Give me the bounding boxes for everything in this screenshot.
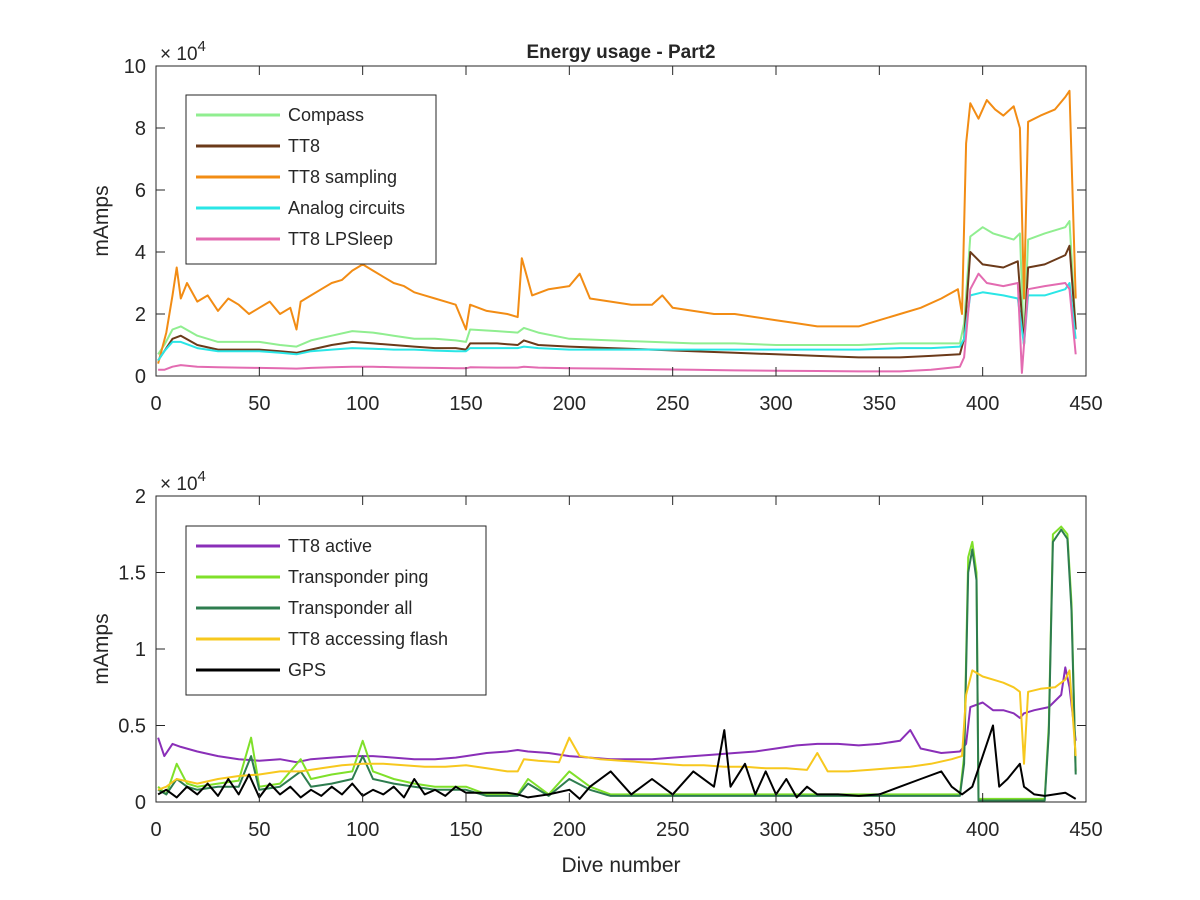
x-tick-label: 100 (346, 393, 379, 415)
series-line-2 (157, 244, 1077, 362)
x-tick-label: 50 (248, 393, 270, 415)
legend-box (185, 94, 437, 265)
chart-2: 0 50 100 150 200 250 300 350 400 450 0 0.5 1 1.5 2 × 10… (90, 468, 1103, 877)
series-line-1 (157, 220, 1077, 355)
legend-entry: Analog circuits (288, 198, 405, 218)
x-tick-label: 0 (150, 393, 161, 415)
x-tick-label: 200 (553, 819, 586, 841)
chart-title: Energy usage - Part2 (526, 42, 715, 63)
series-line-4 (157, 282, 1077, 362)
legend-entry: GPS (288, 660, 326, 680)
legend-entry: TT8 active (288, 536, 372, 556)
legend-entry: TT8 sampling (288, 167, 397, 187)
x-tick-label: 0 (150, 819, 161, 841)
y-tick-label: 1 (135, 639, 146, 661)
y-tick-label: 1.5 (118, 563, 146, 585)
x-tick-label: 50 (248, 819, 270, 841)
series-group (157, 525, 1077, 802)
y-axis-label: mAmps (90, 185, 113, 256)
y-tick-label: 0.5 (118, 716, 146, 738)
series-line-5 (158, 272, 1077, 374)
legend: Compass TT8 TT8 sampling Analog circuits TT8… (185, 94, 437, 265)
y-tick-label: 4 (135, 242, 146, 264)
x-tick-label: 450 (1069, 393, 1102, 415)
x-tick-label: 250 (656, 819, 689, 841)
y-tick-label: 8 (135, 118, 146, 140)
x-tick-label: 350 (863, 393, 896, 415)
legend-entry: Transponder ping (288, 567, 428, 587)
chart-1: 0 50 100 150 200 250 300 350 400 450 0 2 4 6 8 10 × 104 E… (90, 38, 1103, 415)
x-axis-label: Dive number (561, 854, 680, 877)
x-tick-label: 400 (966, 819, 999, 841)
axes-box (155, 65, 1087, 377)
x-tick-label: 350 (863, 819, 896, 841)
x-tick-label: 200 (553, 393, 586, 415)
y-tick-label: 2 (135, 304, 146, 326)
legend-entry: Transponder all (288, 598, 412, 618)
y-tick-label: 6 (135, 180, 146, 202)
y-tick-label: 2 (135, 486, 146, 508)
x-tick-label: 300 (759, 819, 792, 841)
series-line-3 (157, 89, 1077, 364)
x-tick-label: 150 (449, 393, 482, 415)
series-line-4 (157, 669, 1077, 791)
legend: TT8 active Transponder ping Transponder al… (185, 525, 487, 696)
y-tick-label: 10 (124, 56, 146, 78)
series-group (157, 89, 1077, 374)
y-exponent-label: × 104 (160, 38, 206, 65)
y-axis-label: mAmps (90, 613, 113, 684)
x-tick-label: 400 (966, 393, 999, 415)
x-tick-label: 150 (449, 819, 482, 841)
x-tick-label: 100 (346, 819, 379, 841)
x-tick-label: 250 (656, 393, 689, 415)
y-tick-label: 0 (135, 792, 146, 814)
x-tick-label: 450 (1069, 819, 1102, 841)
y-exponent-label: × 104 (160, 468, 206, 495)
legend-entry: TT8 accessing flash (288, 629, 448, 649)
y-tick-label: 0 (135, 366, 146, 388)
legend-entry: TT8 (288, 136, 320, 156)
series-line-3 (157, 528, 1077, 802)
legend-entry: TT8 LPSleep (288, 229, 393, 249)
legend-box (185, 525, 487, 696)
series-line-5 (157, 724, 1077, 800)
x-tick-label: 300 (759, 393, 792, 415)
legend-entry: Compass (288, 105, 364, 125)
series-line-1 (157, 666, 1077, 764)
